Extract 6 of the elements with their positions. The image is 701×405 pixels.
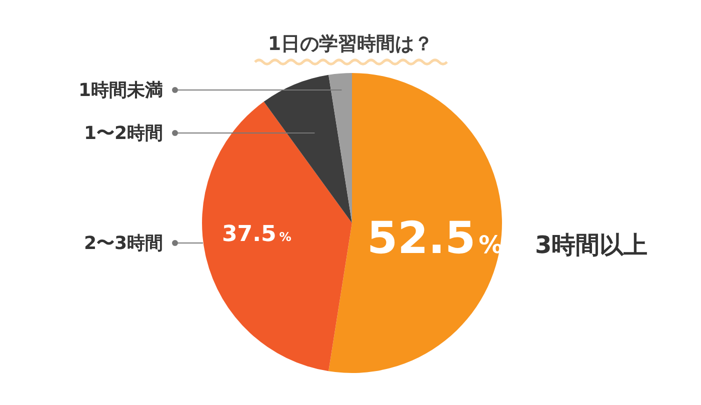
chart-title: 1日の学習時間は？ bbox=[268, 33, 434, 55]
slice-label: 2〜3時間 bbox=[84, 233, 163, 254]
data-label: 37.5% bbox=[222, 222, 292, 247]
slice-label: 1時間未満 bbox=[78, 80, 163, 101]
slice-label: 3時間以上 bbox=[535, 231, 648, 259]
slice-label: 1〜2時間 bbox=[84, 123, 163, 144]
